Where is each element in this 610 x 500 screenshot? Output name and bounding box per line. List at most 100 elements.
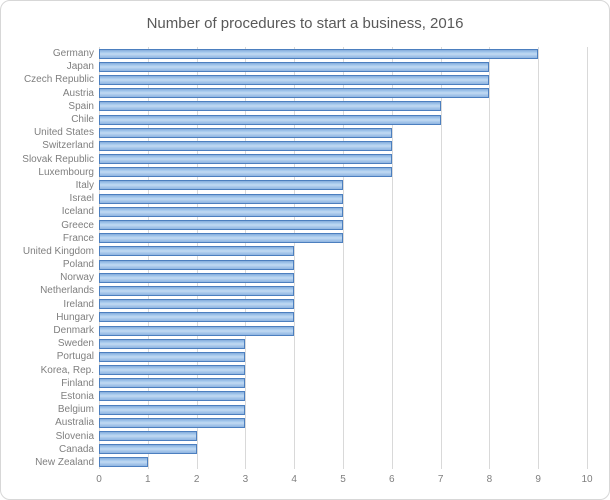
gridline-x-8 bbox=[489, 47, 491, 469]
plot-area bbox=[99, 47, 588, 469]
bar bbox=[99, 457, 148, 468]
bar-row bbox=[99, 298, 587, 311]
x-tick-label: 1 bbox=[145, 474, 151, 485]
bar-row bbox=[99, 456, 587, 469]
x-tick-label: 0 bbox=[96, 474, 102, 485]
bar bbox=[99, 233, 343, 244]
bar-row bbox=[99, 258, 587, 271]
bar-row bbox=[99, 443, 587, 456]
bar-row bbox=[99, 100, 587, 113]
bar bbox=[99, 88, 490, 99]
gridline-x-3 bbox=[245, 47, 247, 469]
category-label: Poland bbox=[62, 259, 94, 271]
bar-row bbox=[99, 284, 587, 297]
bar-row bbox=[99, 166, 587, 179]
category-label: Portugal bbox=[56, 351, 94, 363]
bar bbox=[99, 48, 539, 59]
bar bbox=[99, 180, 343, 191]
category-label: Hungary bbox=[56, 311, 94, 323]
category-label: Slovenia bbox=[55, 430, 94, 442]
bar-row bbox=[99, 47, 587, 60]
category-label: Sweden bbox=[57, 338, 94, 350]
category-label: Canada bbox=[58, 443, 94, 455]
category-label: Estonia bbox=[60, 390, 94, 402]
bar bbox=[99, 299, 295, 310]
bar-row bbox=[99, 205, 587, 218]
bar bbox=[99, 391, 246, 402]
bar-row bbox=[99, 153, 587, 166]
bar bbox=[99, 338, 246, 349]
plot-region: Germany Japan Czech Republic Austria Spain Ch… bbox=[9, 47, 588, 469]
category-label: Austria bbox=[62, 87, 94, 99]
bar-row bbox=[99, 311, 587, 324]
bar-row bbox=[99, 403, 587, 416]
gridline-x-1 bbox=[147, 47, 149, 469]
category-label: Finland bbox=[61, 377, 94, 389]
category-label: Spain bbox=[68, 100, 94, 112]
bar bbox=[99, 167, 392, 178]
x-tick-label: 8 bbox=[486, 474, 493, 485]
bar bbox=[99, 351, 246, 362]
bar bbox=[99, 444, 197, 455]
gridline-x-9 bbox=[538, 47, 540, 469]
gridline-x-5 bbox=[343, 47, 344, 469]
bar bbox=[99, 127, 392, 138]
bar bbox=[99, 206, 343, 217]
x-tick-label: 6 bbox=[389, 474, 395, 485]
category-label: Ireland bbox=[63, 298, 94, 310]
bar bbox=[99, 325, 295, 336]
x-tick-label: 4 bbox=[291, 474, 297, 485]
gridline-x-4 bbox=[294, 47, 296, 469]
category-label: Japan bbox=[66, 61, 94, 73]
bar bbox=[99, 101, 441, 112]
category-label: New Zealand bbox=[35, 456, 94, 468]
bar bbox=[99, 431, 197, 442]
category-label: Denmark bbox=[53, 325, 94, 337]
category-label: Chile bbox=[71, 114, 94, 126]
category-label: Israel bbox=[69, 193, 94, 205]
bar bbox=[99, 417, 246, 428]
bar-row bbox=[99, 218, 587, 231]
bar bbox=[99, 259, 295, 270]
bar-row bbox=[99, 390, 587, 403]
bar-row bbox=[99, 73, 587, 86]
x-tick-label: 2 bbox=[193, 474, 200, 485]
bar-row bbox=[99, 429, 587, 442]
bar bbox=[99, 285, 295, 296]
bar bbox=[99, 272, 295, 283]
bar bbox=[99, 114, 441, 125]
bar-row bbox=[99, 364, 587, 377]
category-label: Belgium bbox=[57, 404, 94, 416]
bar bbox=[99, 61, 490, 72]
category-label: France bbox=[62, 232, 94, 244]
bar bbox=[99, 365, 246, 376]
category-label: United Kingdom bbox=[22, 245, 94, 257]
bar-row bbox=[99, 416, 587, 429]
bar-row bbox=[99, 139, 587, 152]
bar-row bbox=[99, 232, 587, 245]
bar bbox=[99, 404, 246, 415]
bar-row bbox=[99, 126, 587, 139]
gridline-x-6 bbox=[391, 47, 393, 469]
category-label: Greece bbox=[61, 219, 94, 231]
bar-row bbox=[99, 324, 587, 337]
bar bbox=[99, 378, 246, 389]
category-label: Czech Republic bbox=[23, 74, 94, 86]
x-tick-label: 10 bbox=[581, 474, 593, 485]
bar-row bbox=[99, 245, 587, 258]
bar-row bbox=[99, 87, 587, 100]
category-label: Korea, Rep. bbox=[40, 364, 94, 376]
gridline-x-0 bbox=[99, 47, 100, 469]
x-tick-label: 5 bbox=[340, 474, 346, 485]
bar-row bbox=[99, 271, 587, 284]
bar-row bbox=[99, 179, 587, 192]
category-label: Switzerland bbox=[42, 140, 94, 152]
bar-row bbox=[99, 337, 587, 350]
y-axis-category-labels: Germany Japan Czech Republic Austria Spain Ch… bbox=[9, 47, 99, 469]
bar bbox=[99, 193, 343, 204]
bar bbox=[99, 220, 343, 231]
category-label: Luxembourg bbox=[38, 166, 94, 178]
category-label: Slovak Republic bbox=[22, 153, 94, 165]
gridline-x-7 bbox=[440, 47, 442, 469]
